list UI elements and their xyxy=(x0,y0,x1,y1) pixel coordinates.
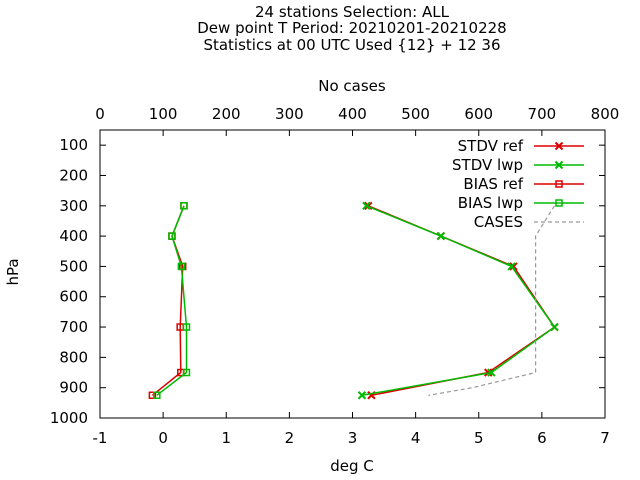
legend-label: CASES xyxy=(474,213,523,231)
legend-item: STDV ref xyxy=(458,137,584,155)
legend-marker xyxy=(554,141,564,151)
title-line-1: 24 stations Selection: ALL xyxy=(255,3,450,21)
x2-tick-label: 500 xyxy=(401,105,430,123)
x2-tick-label: 200 xyxy=(212,105,241,123)
y-tick-label: 300 xyxy=(59,197,88,215)
data-point xyxy=(180,202,188,210)
legend-label: STDV ref xyxy=(458,137,524,155)
legend-item: BIAS ref xyxy=(463,175,584,193)
axis-ticks: -1 0 1 2 3 4 5 6 7 0 100 200 300 400 500 600 700 800 100 20… xyxy=(50,105,620,447)
series-line xyxy=(428,205,556,396)
x-tick-label: 3 xyxy=(348,429,358,447)
x2-tick-label: 100 xyxy=(149,105,178,123)
x2-axis-label: No cases xyxy=(318,77,386,95)
y-axis-label: hPa xyxy=(4,258,22,285)
data-point xyxy=(487,368,496,377)
series-line xyxy=(151,205,185,396)
x-tick-label: 4 xyxy=(411,429,421,447)
y-tick-label: 600 xyxy=(59,288,88,306)
y-tick-label: 500 xyxy=(59,257,88,275)
data-point xyxy=(177,262,186,271)
y-tick-label: 700 xyxy=(59,318,88,336)
series-line xyxy=(156,205,188,396)
data-point xyxy=(168,232,176,240)
legend-item: STDV lwp xyxy=(452,156,584,174)
legend-label: STDV lwp xyxy=(452,156,523,174)
series-cases xyxy=(428,205,556,396)
series-bias-ref xyxy=(148,202,188,400)
title-line-3: Statistics at 00 UTC Used {12} + 12 36 xyxy=(203,36,500,54)
title-line-2: Dew point T Period: 20210201-20210228 xyxy=(197,19,506,37)
y-tick-label: 900 xyxy=(59,379,88,397)
x-tick-label: 2 xyxy=(285,429,295,447)
legend-marker xyxy=(555,199,563,207)
legend-item: BIAS lwp xyxy=(458,194,584,212)
data-point xyxy=(182,368,191,377)
data-point xyxy=(148,391,157,400)
y-tick-label: 800 xyxy=(59,348,88,366)
series-line xyxy=(368,205,556,397)
x-tick-label: -1 xyxy=(93,429,108,447)
x2-tick-label: 300 xyxy=(275,105,304,123)
data-point xyxy=(357,391,367,400)
data-point xyxy=(550,322,559,332)
data-point xyxy=(436,231,446,241)
x2-tick-label: 0 xyxy=(95,105,105,123)
y-tick-label: 200 xyxy=(59,166,88,184)
data-point xyxy=(509,262,518,271)
y-tick-label: 100 xyxy=(59,136,88,154)
data-point xyxy=(362,201,371,210)
x2-tick-label: 700 xyxy=(528,105,557,123)
x2-tick-label: 600 xyxy=(464,105,493,123)
legend-label: BIAS lwp xyxy=(458,194,523,212)
x-tick-label: 1 xyxy=(221,429,231,447)
x-axis-label: deg C xyxy=(330,457,374,475)
data-point xyxy=(182,323,191,331)
legend-label: BIAS ref xyxy=(463,175,523,193)
x-tick-label: 7 xyxy=(600,429,610,447)
data-point xyxy=(507,262,516,271)
x2-tick-label: 400 xyxy=(338,105,367,123)
y-tick-label: 400 xyxy=(59,227,88,245)
x-tick-label: 6 xyxy=(537,429,547,447)
data-point xyxy=(153,391,161,400)
y-tick-label: 1000 xyxy=(50,409,88,427)
legend-marker xyxy=(555,180,563,188)
series-line xyxy=(361,205,556,397)
plot-series xyxy=(148,201,559,400)
plot-frame xyxy=(99,129,606,419)
legend-marker xyxy=(554,160,564,170)
x-tick-label: 5 xyxy=(474,429,484,447)
title: 24 stations Selection: ALL Dew point T P… xyxy=(197,3,506,54)
series-bias-lwp xyxy=(153,202,191,400)
x2-tick-label: 800 xyxy=(591,105,620,123)
x-tick-label: 0 xyxy=(158,429,168,447)
series-stdv-lwp xyxy=(357,201,559,400)
series-stdv-ref xyxy=(364,201,559,400)
legend-item: CASES xyxy=(474,213,584,231)
